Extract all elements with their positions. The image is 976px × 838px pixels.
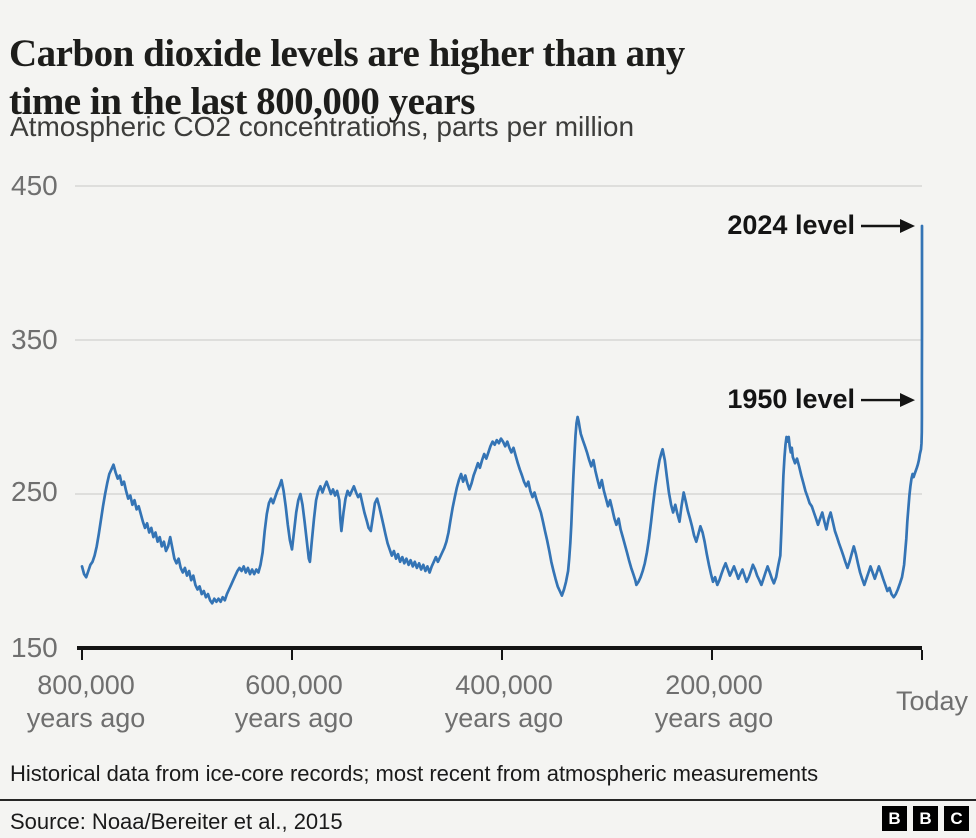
x-tick-value: 600,000 [245, 670, 343, 700]
x-axis-label-800000: 800,000 years ago [0, 669, 196, 735]
x-tick-unit: years ago [444, 703, 564, 733]
title-line-2: time in the last 800,000 years [9, 80, 475, 124]
bbc-logo-block-b1: B [882, 806, 907, 831]
y-axis-label-150: 150 [11, 632, 58, 663]
bbc-logo-block-c: C [944, 806, 969, 831]
footer-divider [0, 799, 976, 801]
chart-subtitle: Atmospheric CO2 concentrations, parts pe… [10, 111, 635, 142]
x-tick-unit: years ago [654, 703, 774, 733]
x-tick-value: 800,000 [37, 670, 135, 700]
source-credit: Source: Noaa/Bereiter et al., 2015 [10, 809, 343, 834]
y-axis-label-450: 450 [11, 170, 58, 201]
bbc-logo-block-b2: B [913, 806, 938, 831]
y-axis-label-250: 250 [11, 476, 58, 507]
x-axis-label-600000: 600,000 years ago [184, 669, 404, 735]
page-title: Carbon dioxide levels are higher than an… [9, 30, 939, 126]
y-axis-label-350: 350 [11, 324, 58, 355]
x-tick-value: 200,000 [665, 670, 763, 700]
x-axis-label-today: Today [798, 685, 968, 718]
annotation-1950-level: 1950 level [727, 384, 855, 415]
x-tick-unit: years ago [26, 703, 146, 733]
title-line-1: Carbon dioxide levels are higher than an… [9, 32, 685, 76]
x-tick-value: Today [895, 686, 968, 716]
annotation-2024-level: 2024 level [727, 210, 855, 241]
bbc-logo: B B C [882, 806, 969, 831]
chart-footnote: Historical data from ice-core records; m… [10, 761, 819, 786]
x-axis-label-200000: 200,000 years ago [604, 669, 824, 735]
x-axis-label-400000: 400,000 years ago [394, 669, 614, 735]
x-tick-unit: years ago [234, 703, 354, 733]
x-tick-value: 400,000 [455, 670, 553, 700]
